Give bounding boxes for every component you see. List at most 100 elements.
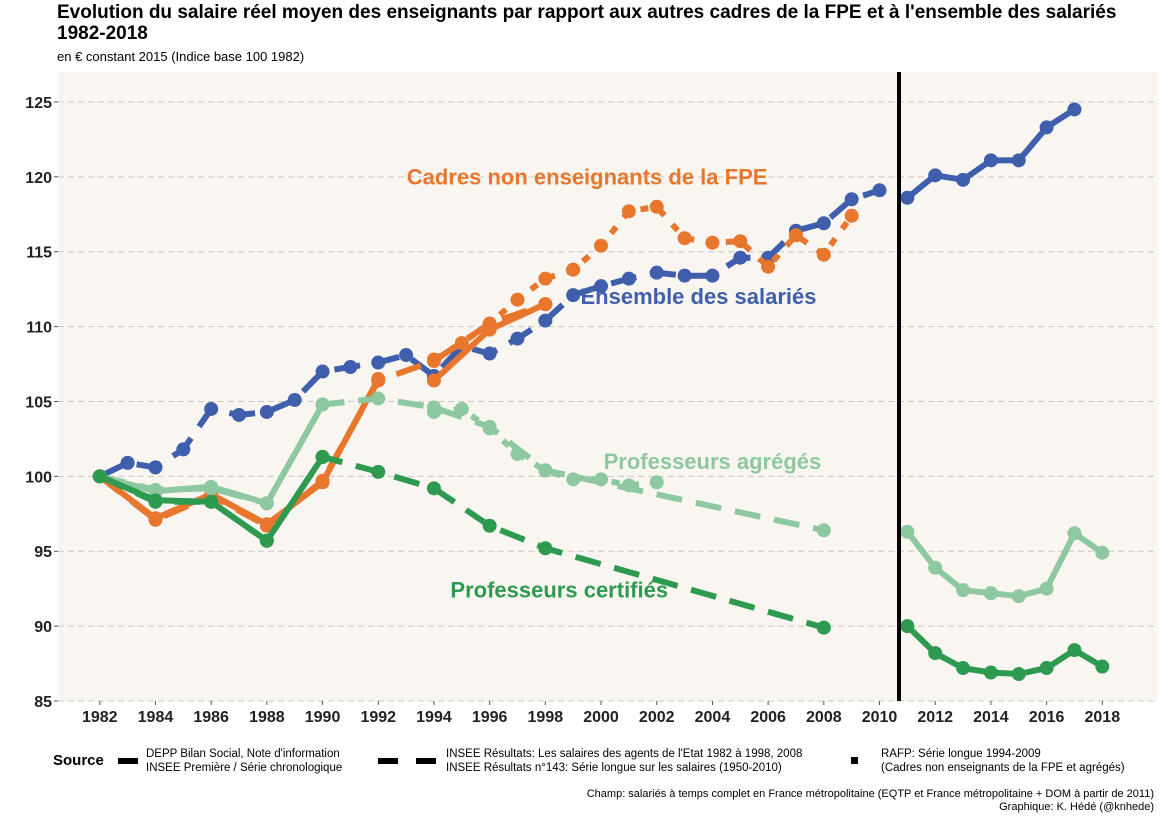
legend-line: INSEE Résultats: Les salaires des agents…: [446, 748, 803, 760]
data-point-ensemble: [649, 265, 664, 280]
data-point-certifies: [148, 494, 163, 509]
legend-line: INSEE Résultats n°143: Série longue sur …: [446, 762, 782, 774]
data-point-agreges: [538, 463, 553, 478]
x-tick-label: 1998: [528, 709, 564, 726]
x-tick-label: 2004: [695, 709, 731, 726]
y-tick-label: 100: [25, 469, 52, 486]
chart-subtitle: en € constant 2015 (Indice base 100 1982…: [57, 49, 305, 64]
data-point-ensemble: [566, 288, 581, 303]
data-point-cadres: [761, 259, 776, 274]
data-point-agreges: [454, 401, 469, 416]
data-point-certifies: [538, 541, 553, 556]
y-tick-label: 85: [34, 694, 52, 711]
x-tick-label: 1982: [82, 709, 118, 726]
data-point-certifies: [315, 449, 330, 464]
x-tick-label: 2010: [862, 709, 898, 726]
legend-line: (Cadres non enseignants de la FPE et agr…: [881, 762, 1125, 774]
data-point-ensemble: [315, 364, 330, 379]
data-point-cadres: [371, 373, 386, 388]
data-point-agreges: [1039, 581, 1054, 596]
chart-title: Evolution du salaire réel moyen des ense…: [57, 2, 1117, 44]
data-point-ensemble: [872, 183, 887, 198]
data-point-cadres: [148, 512, 163, 527]
data-point-agreges: [621, 478, 636, 493]
series-label: Professeurs certifiés: [450, 578, 668, 603]
data-point-cadres: [594, 238, 609, 253]
data-point-ensemble: [120, 455, 135, 470]
data-point-cadres: [315, 473, 330, 488]
y-tick-label: 105: [25, 394, 52, 411]
data-point-cadres: [677, 231, 692, 246]
data-point-ensemble: [176, 442, 191, 457]
caption: Champ: salariés à temps complet en Franc…: [587, 788, 1154, 814]
data-point-ensemble: [677, 268, 692, 283]
legend-swatch-solid: [118, 758, 138, 764]
y-tick-label: 125: [25, 95, 52, 112]
data-point-cadres: [705, 235, 720, 250]
data-point-agreges: [983, 586, 998, 601]
data-point-ensemble: [900, 190, 915, 205]
data-point-certifies: [956, 661, 971, 676]
data-point-certifies: [92, 469, 107, 484]
data-point-ensemble: [983, 153, 998, 168]
legend-item-solid: DEPP Bilan Social, Note d'information IN…: [146, 747, 342, 775]
data-point-ensemble: [956, 172, 971, 187]
data-point-ensemble: [844, 192, 859, 207]
data-point-cadres: [482, 316, 497, 331]
x-tick-label: 1984: [138, 709, 174, 726]
x-tick-label: 1994: [416, 709, 452, 726]
data-point-ensemble: [399, 348, 414, 363]
data-point-agreges: [510, 446, 525, 461]
data-point-agreges: [594, 472, 609, 487]
x-tick-label: 2006: [750, 709, 786, 726]
data-point-ensemble: [343, 360, 358, 375]
data-point-certifies: [816, 620, 831, 635]
legend-line: RAFP: Série longue 1994-2009: [881, 748, 1041, 760]
data-point-ensemble: [510, 331, 525, 346]
x-tick-label: 1990: [305, 709, 341, 726]
data-point-ensemble: [1039, 120, 1054, 135]
data-point-certifies: [1011, 667, 1026, 682]
data-point-ensemble: [204, 401, 219, 416]
data-point-ensemble: [928, 168, 943, 183]
legend-swatch-dotted: [851, 757, 858, 764]
data-point-certifies: [1067, 643, 1082, 658]
data-point-cadres: [649, 199, 664, 214]
data-point-agreges: [426, 404, 441, 419]
data-point-ensemble: [621, 271, 636, 286]
data-point-certifies: [928, 646, 943, 661]
data-point-agreges: [204, 481, 219, 496]
x-tick-label: 2014: [973, 709, 1009, 726]
legend-line: INSEE Première / Série chronologique: [146, 762, 343, 774]
data-point-certifies: [1039, 661, 1054, 676]
data-point-certifies: [371, 464, 386, 479]
data-point-agreges: [1011, 589, 1026, 604]
data-point-cadres: [426, 373, 441, 388]
data-point-agreges: [148, 482, 163, 497]
legend-line: DEPP Bilan Social, Note d'information: [146, 748, 340, 760]
data-point-ensemble: [705, 268, 720, 283]
data-point-agreges: [1067, 526, 1082, 541]
series-label: Ensemble des salariés: [580, 284, 816, 309]
data-point-cadres: [454, 336, 469, 351]
legend-item-dashed: INSEE Résultats: Les salaires des agents…: [446, 747, 802, 775]
data-point-certifies: [482, 518, 497, 533]
y-tick-label: 95: [34, 544, 52, 561]
data-point-certifies: [426, 481, 441, 496]
data-point-ensemble: [1067, 102, 1082, 117]
data-point-cadres: [788, 228, 803, 243]
x-tick-label: 2018: [1085, 709, 1121, 726]
data-point-agreges: [956, 583, 971, 598]
data-point-ensemble: [1011, 153, 1026, 168]
y-tick-label: 115: [26, 245, 52, 262]
data-point-cadres: [259, 518, 274, 533]
data-point-ensemble: [371, 355, 386, 370]
data-point-cadres: [510, 292, 525, 307]
series-label: Professeurs agrégés: [604, 449, 822, 474]
data-point-ensemble: [733, 250, 748, 265]
data-point-agreges: [566, 472, 581, 487]
data-point-certifies: [1095, 659, 1110, 674]
data-point-agreges: [649, 475, 664, 490]
x-tick-label: 2008: [806, 709, 842, 726]
data-point-cadres: [538, 297, 553, 312]
